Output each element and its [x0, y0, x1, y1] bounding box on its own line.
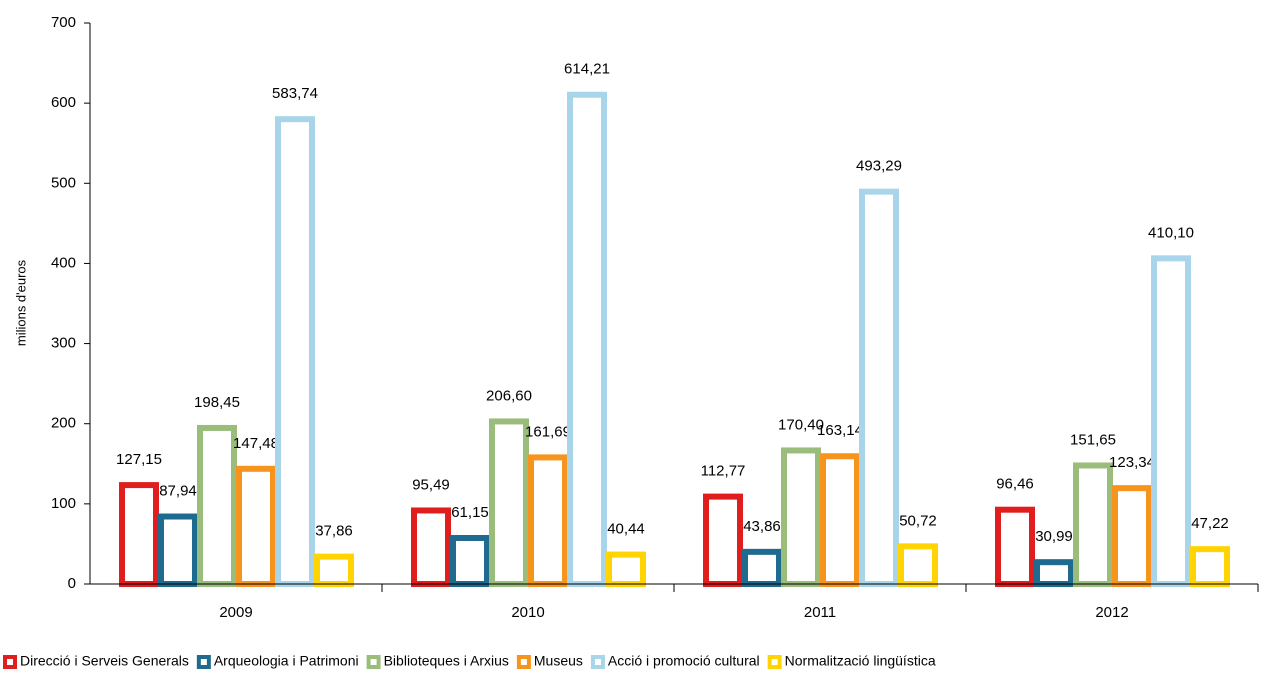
- bar: [742, 548, 782, 588]
- bar: [859, 188, 899, 587]
- x-tick-label: 2010: [511, 604, 544, 621]
- value-label: 493,29: [856, 158, 902, 175]
- legend-swatch: [516, 655, 531, 669]
- bar: [411, 507, 451, 587]
- legend-swatch: [767, 655, 782, 669]
- y-tick-label: 200: [51, 415, 76, 432]
- value-label: 198,45: [194, 394, 240, 411]
- bar: [1151, 255, 1191, 587]
- value-label: 151,65: [1070, 431, 1116, 448]
- bar: [489, 418, 529, 588]
- value-label: 614,21: [564, 61, 610, 78]
- y-tick-label: 400: [51, 254, 76, 271]
- legend-swatch: [3, 655, 17, 669]
- value-label: 30,99: [1035, 528, 1073, 545]
- value-label: 123,34: [1109, 454, 1155, 471]
- value-label: 170,40: [778, 416, 824, 433]
- x-tick-label: 2012: [1095, 604, 1128, 621]
- value-label: 410,10: [1148, 224, 1194, 241]
- x-tick-label: 2011: [804, 604, 836, 621]
- bar: [158, 513, 198, 588]
- value-label: 43,86: [743, 518, 781, 535]
- bar: [781, 447, 821, 588]
- legend-label: Museus: [534, 653, 583, 669]
- bar: [450, 534, 490, 587]
- bar: [1190, 546, 1230, 588]
- legend-swatch: [590, 655, 605, 669]
- value-label: 147,48: [233, 435, 279, 452]
- legend-swatch: [366, 655, 381, 669]
- legend-label: Arqueologia i Patrimoni: [214, 653, 359, 669]
- value-label: 47,22: [1191, 515, 1229, 532]
- value-label: 40,44: [607, 521, 645, 538]
- y-axis-label: milions d'euros: [13, 259, 28, 346]
- legend-label: Direcció i Serveis Generals: [20, 653, 189, 669]
- legend-label: Biblioteques i Arxius: [384, 653, 509, 669]
- value-label: 112,77: [701, 463, 746, 480]
- bar: [898, 543, 938, 588]
- bar: [606, 551, 646, 587]
- y-tick-label: 300: [51, 335, 76, 352]
- bar: [528, 454, 568, 588]
- value-label: 37,86: [315, 523, 353, 540]
- value-label: 127,15: [116, 451, 162, 468]
- y-tick-label: 0: [68, 575, 76, 592]
- bar: [1073, 462, 1113, 587]
- bar: [119, 482, 159, 587]
- y-tick-label: 600: [51, 94, 76, 111]
- bar: [567, 91, 607, 588]
- legend-label: Acció i promoció cultural: [608, 653, 760, 669]
- y-tick-label: 500: [51, 174, 76, 191]
- bar: [1112, 485, 1152, 587]
- bar: [703, 493, 743, 587]
- value-label: 87,94: [159, 482, 197, 499]
- value-label: 96,46: [996, 476, 1034, 493]
- legend-label: Normalització lingüística: [785, 653, 936, 669]
- bar: [314, 553, 354, 587]
- y-tick-label: 700: [51, 14, 76, 31]
- value-label: 163,14: [817, 422, 863, 439]
- value-label: 161,69: [525, 423, 571, 440]
- legend-swatch: [196, 655, 211, 669]
- value-label: 206,60: [486, 387, 532, 404]
- bar: [197, 424, 237, 588]
- bar: [995, 506, 1035, 588]
- value-label: 61,15: [451, 504, 489, 521]
- x-tick-label: 2009: [219, 604, 252, 621]
- value-label: 95,49: [412, 476, 450, 493]
- bar: [236, 465, 276, 588]
- value-label: 50,72: [899, 512, 937, 529]
- bar: [1034, 559, 1074, 588]
- bar: [820, 453, 860, 587]
- y-tick-label: 100: [51, 495, 76, 512]
- bar: [275, 116, 315, 588]
- value-label: 583,74: [272, 85, 318, 102]
